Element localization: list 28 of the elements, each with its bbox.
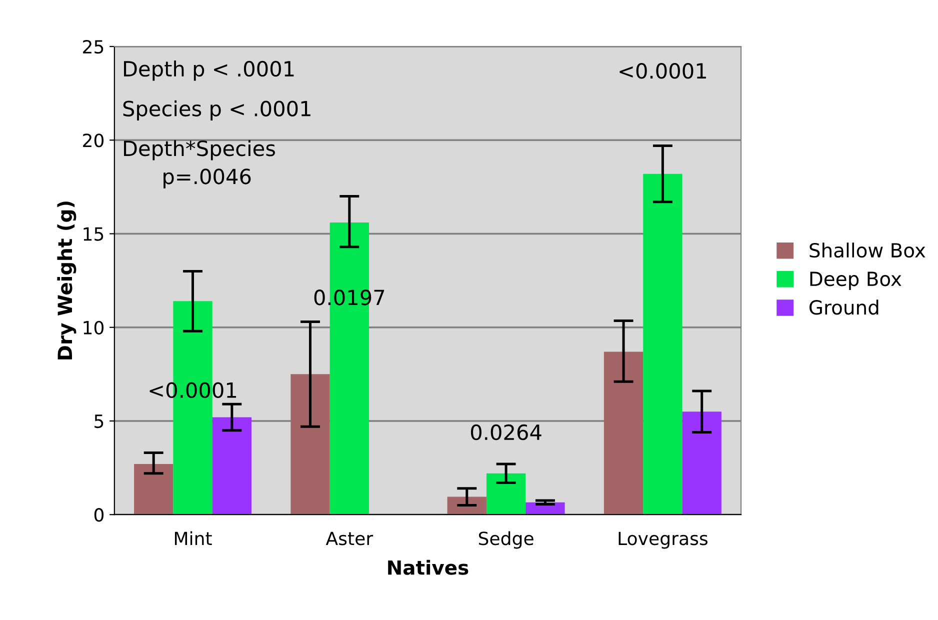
annotation: 0.0264 <box>470 424 542 440</box>
bar <box>212 417 252 515</box>
bar <box>643 174 682 515</box>
bar <box>486 473 526 515</box>
bar <box>290 374 330 515</box>
y-tick-label: 20 <box>83 134 104 148</box>
annotation: <0.0001 <box>620 63 706 79</box>
annotation: Species p < .0001 <box>123 100 310 120</box>
bar <box>682 412 722 515</box>
x-tick-label: Mint <box>174 531 212 545</box>
x-tick-label: Sedge <box>478 531 534 549</box>
x-tick-label: Aster <box>326 532 374 546</box>
legend-label: Ground <box>810 300 878 315</box>
y-axis-title: Dry Weight (g) <box>57 202 76 360</box>
annotation: Depth p < .0001 <box>124 60 294 81</box>
legend-label: Deep Box <box>810 272 902 290</box>
legend-label: Shallow Box <box>810 242 926 258</box>
bar <box>604 352 644 515</box>
bar <box>134 464 174 515</box>
x-axis-title: Natives <box>388 560 468 575</box>
y-tick-label: 25 <box>83 40 104 54</box>
y-tick-label: 0 <box>94 508 104 522</box>
y-tick-label: 10 <box>84 320 104 334</box>
y-tick-label: 15 <box>84 227 104 241</box>
annotation: Depth*Species p=.0046 <box>124 140 275 188</box>
x-tick-label: Lovegrass <box>618 532 708 549</box>
bar <box>447 496 486 515</box>
y-tick-label: 5 <box>94 414 104 428</box>
